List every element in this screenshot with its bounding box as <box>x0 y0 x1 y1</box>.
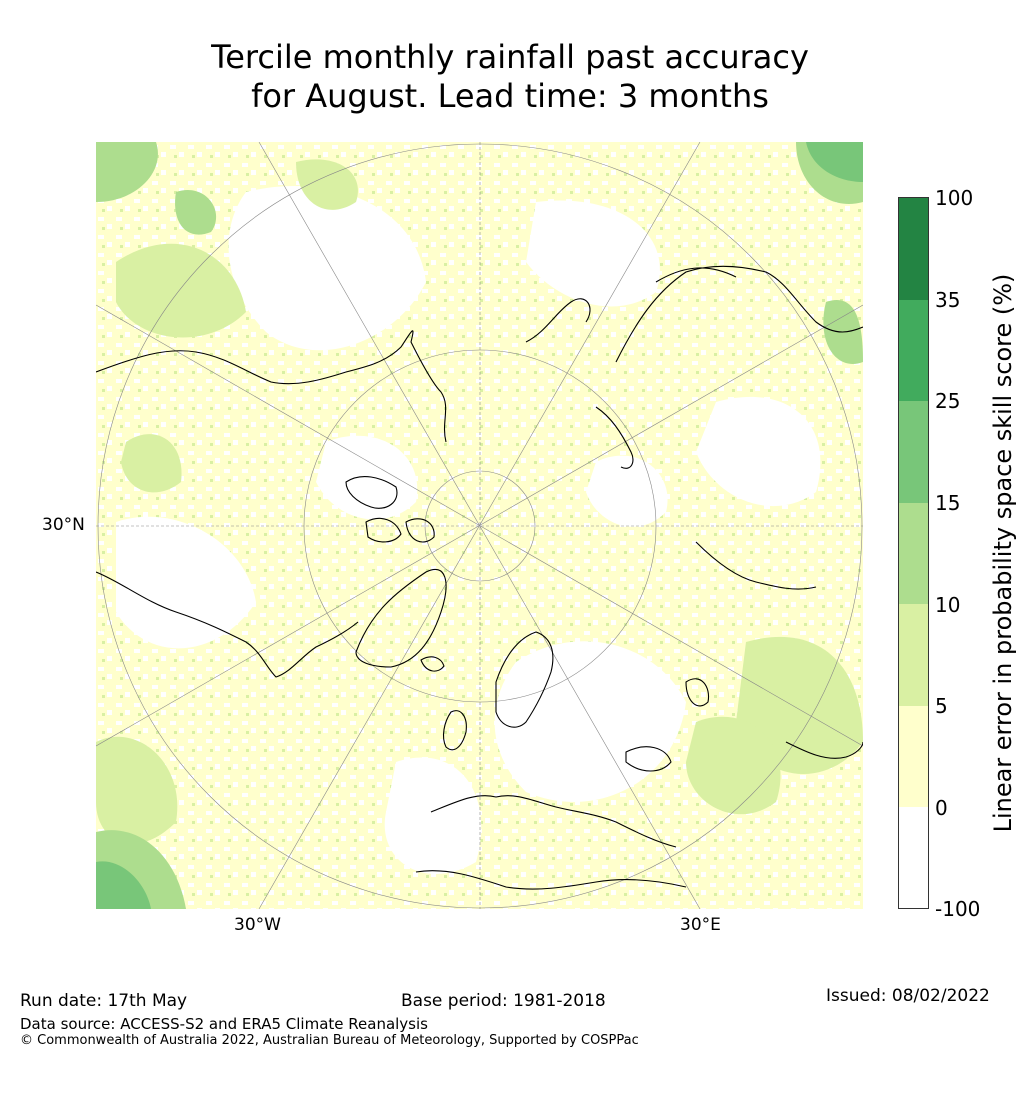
lat-label-30n: 30°N <box>42 515 85 535</box>
issued-date: Issued: 08/02/2022 <box>826 986 990 1006</box>
run-date: Run date: 17th May <box>20 991 188 1011</box>
colorbar-tick-100: 100 <box>935 186 974 210</box>
base-period: Base period: 1981-2018 <box>401 991 606 1011</box>
colorbar-segment-35-100 <box>899 198 928 300</box>
graticule <box>96 142 863 909</box>
colorbar-segment-5-10 <box>899 604 928 706</box>
colorbar-tick-15: 15 <box>935 491 961 515</box>
chart-title: Tercile monthly rainfall past accuracy f… <box>0 38 1020 116</box>
data-source: Data source: ACCESS-S2 and ERA5 Climate … <box>20 1015 428 1033</box>
good-skill-regions <box>96 142 863 909</box>
colorbar-segment-15-25 <box>899 401 928 503</box>
title-line-1: Tercile monthly rainfall past accuracy <box>211 38 809 76</box>
colorbar-tick-25: 25 <box>935 389 961 413</box>
lon-label-30w: 30°W <box>234 915 281 935</box>
low-skill-regions <box>96 159 863 844</box>
colorbar-tick-neg100: -100 <box>935 897 981 921</box>
colorbar-tick-35: 35 <box>935 288 961 312</box>
colorbar <box>898 197 929 909</box>
colorbar-label: Linear error in probability space skill … <box>989 273 1017 833</box>
negative-skill-regions <box>116 186 821 874</box>
title-line-2: for August. Lead time: 3 months <box>251 77 769 115</box>
colorbar-tick-0: 0 <box>935 796 948 820</box>
coastlines <box>96 265 863 890</box>
colorbar-tick-10: 10 <box>935 593 961 617</box>
polar-map <box>96 142 863 909</box>
map-svg <box>96 142 863 909</box>
colorbar-tick-5: 5 <box>935 694 948 718</box>
colorbar-segment-25-35 <box>899 299 928 402</box>
colorbar-segment-10-15 <box>899 502 928 605</box>
lon-label-30e: 30°E <box>680 915 721 935</box>
colorbar-segment-0-5 <box>899 705 928 808</box>
colorbar-segment-neg100-0 <box>899 807 928 908</box>
copyright: © Commonwealth of Australia 2022, Austra… <box>20 1033 639 1048</box>
